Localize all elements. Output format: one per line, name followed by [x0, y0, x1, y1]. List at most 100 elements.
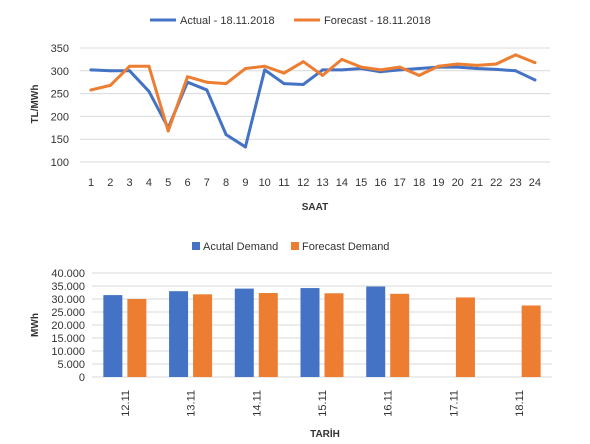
- line-chart-y-tick-label: 100: [51, 157, 69, 169]
- line-point-actual: [108, 69, 112, 73]
- line-point-forecast: [301, 60, 305, 64]
- line-chart-x-tick-label: 4: [146, 177, 152, 189]
- line-point-forecast: [205, 80, 209, 84]
- line-chart-x-tick-label: 1: [88, 177, 94, 189]
- line-point-actual: [340, 68, 344, 72]
- bar-chart-bars: [103, 286, 541, 377]
- line-point-forecast: [186, 75, 189, 79]
- line-chart-y-tick-label: 200: [51, 111, 69, 123]
- bar-chart-x-tick-label: 13.11: [186, 390, 198, 417]
- line-chart-x-axis-title: SAAT: [302, 202, 328, 213]
- bar-chart-y-tick-label: 20.000: [51, 320, 85, 332]
- bar-chart-x-tick-label: 18.11: [514, 390, 526, 417]
- line-chart-legend: Actual - 18.11.2018 Forecast - 18.11.201…: [150, 15, 431, 27]
- line-point-actual: [205, 88, 209, 92]
- line-point-forecast: [533, 61, 537, 65]
- line-point-actual: [398, 68, 402, 72]
- line-point-forecast: [494, 62, 498, 66]
- line-chart-x-tick-label: 24: [529, 177, 541, 189]
- line-series-actual: [89, 65, 537, 149]
- line-point-forecast: [263, 64, 267, 68]
- line-chart-x-tick-label: 21: [471, 177, 483, 189]
- line-point-forecast: [514, 53, 518, 57]
- line-point-actual: [475, 67, 479, 71]
- bar-chart-x-tick-label: 15.11: [317, 390, 329, 417]
- bar-chart: Acutal Demand Forecast Demand 05.00010.0…: [30, 241, 552, 440]
- forecast-demand-bar: [258, 293, 278, 377]
- bar-chart-y-tick-label: 25.000: [51, 307, 85, 319]
- forecast-demand-bar: [324, 293, 344, 377]
- line-chart-x-tick-label: 5: [165, 177, 171, 189]
- line-chart-x-tick-label: 13: [316, 177, 328, 189]
- bar-chart-y-tick-label: 5.000: [57, 359, 85, 371]
- line-point-actual: [417, 67, 421, 71]
- line-point-actual: [456, 65, 460, 69]
- line-point-forecast: [108, 83, 112, 87]
- forecast-demand-bar: [390, 293, 410, 377]
- line-chart-x-tick-label: 17: [394, 177, 406, 189]
- line-chart-x-tick-label: 2: [107, 177, 113, 189]
- line-point-forecast: [475, 63, 479, 67]
- bar-chart-x-axis-title: TARİH: [310, 427, 340, 440]
- line-point-actual: [224, 133, 228, 137]
- line-chart-x-tick-label: 10: [259, 177, 271, 189]
- legend-forecast-demand-swatch: [291, 242, 299, 250]
- line-point-actual: [494, 67, 498, 71]
- actual-demand-bar: [300, 288, 320, 377]
- line-chart-y-tick-label: 350: [51, 43, 69, 55]
- bar-chart-y-tick-label: 40.000: [51, 268, 85, 280]
- actual-demand-bar: [169, 291, 189, 377]
- line-point-forecast: [379, 68, 382, 72]
- legend-forecast-label: Forecast - 18.11.2018: [324, 15, 431, 27]
- legend-forecast-demand-label: Forecast Demand: [302, 241, 389, 253]
- bar-chart-x-tick-label: 12.11: [120, 390, 132, 417]
- actual-demand-bar: [234, 288, 254, 377]
- legend-actual-demand-swatch: [192, 242, 200, 250]
- line-chart-x-tick-label: 23: [509, 177, 521, 189]
- bar-chart-x-ticks: 12.11 13.11 14.11 15.11 16.11 17.11 18.11: [120, 390, 526, 417]
- line-point-actual: [147, 89, 151, 93]
- line-point-actual: [321, 68, 325, 72]
- line-point-forecast: [224, 82, 228, 86]
- legend-actual-demand-label: Acutal Demand: [203, 241, 278, 253]
- line-point-actual: [263, 68, 267, 72]
- line-chart-y-axis-title: TL/MWh: [30, 85, 41, 124]
- bar-chart-y-tick-label: 15.000: [51, 333, 85, 345]
- line-point-forecast: [436, 64, 440, 68]
- line-point-forecast: [359, 65, 363, 69]
- line-chart-y-tick-label: 250: [51, 89, 69, 101]
- line-chart-series: [89, 53, 537, 149]
- line-point-actual: [301, 82, 305, 86]
- line-chart-x-tick-label: 12: [297, 177, 309, 189]
- line-chart-x-tick-label: 11: [278, 177, 289, 189]
- line-point-forecast: [456, 62, 460, 66]
- bar-chart-y-ticks: 05.00010.00015.00020.00025.00030.00035.0…: [51, 268, 85, 384]
- forecast-demand-bar: [455, 297, 475, 377]
- line-chart-y-tick-label: 150: [51, 134, 69, 146]
- bar-chart-gridlines: [92, 272, 552, 378]
- line-point-actual: [243, 145, 247, 149]
- legend-actual-label: Actual - 18.11.2018: [180, 15, 275, 27]
- line-chart-x-tick-label: 16: [374, 177, 386, 189]
- line-chart-x-tick-label: 14: [336, 177, 348, 189]
- bar-chart-legend: Acutal Demand Forecast Demand: [192, 241, 389, 253]
- line-chart-y-tick-label: 300: [51, 66, 69, 78]
- bar-chart-y-tick-label: 35.000: [51, 281, 85, 293]
- line-point-forecast: [321, 73, 325, 77]
- bar-chart-x-tick-label: 17.11: [448, 390, 460, 417]
- line-point-forecast: [398, 65, 402, 69]
- line-point-actual: [128, 69, 132, 73]
- bar-chart-y-tick-label: 0: [79, 372, 85, 384]
- line-chart-x-tick-label: 7: [204, 177, 210, 189]
- bar-chart-y-axis-title: MWh: [30, 313, 41, 337]
- line-point-forecast: [340, 57, 344, 61]
- line-series-forecast: [89, 53, 537, 133]
- line-chart-x-tick-label: 19: [432, 177, 444, 189]
- line-point-actual: [514, 69, 518, 73]
- line-chart-x-tick-label: 15: [355, 177, 367, 189]
- line-point-forecast: [147, 64, 151, 68]
- forecast-demand-bar: [127, 299, 147, 377]
- line-chart-x-tick-label: 8: [223, 177, 229, 189]
- line-chart-y-ticks: 100 150 200 250 300 350: [51, 43, 69, 169]
